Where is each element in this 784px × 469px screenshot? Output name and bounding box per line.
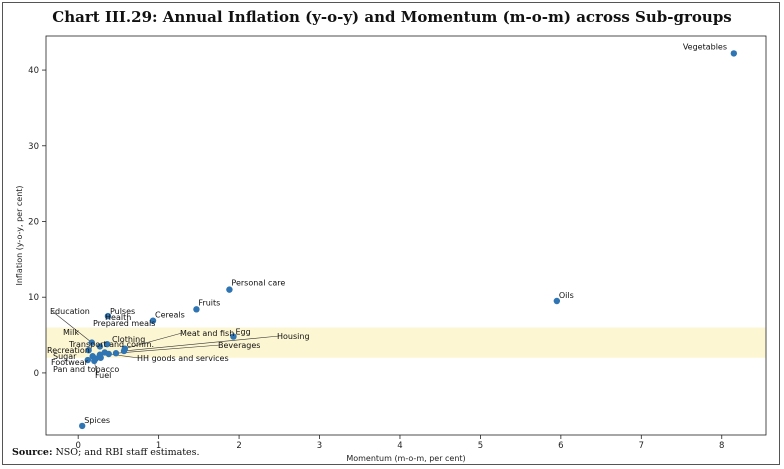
point-label: Milk	[63, 328, 79, 337]
y-tick-label: 40	[28, 66, 39, 76]
data-point	[84, 356, 92, 364]
point-label: Education	[50, 307, 90, 316]
x-tick-label: 3	[317, 441, 322, 451]
point-label: Meat and fish	[180, 329, 234, 338]
point-label: Recreation	[47, 346, 90, 355]
point-label: Transport and comm.	[68, 340, 154, 349]
target-band	[46, 327, 766, 358]
x-axis-label: Momentum (m-o-m, per cent)	[346, 454, 465, 463]
point-label: Cereals	[155, 311, 185, 320]
x-tick-label: 1	[156, 441, 161, 451]
leader-line	[115, 344, 221, 354]
point-label: Oils	[559, 291, 574, 300]
data-point	[85, 347, 92, 354]
y-tick-label: 30	[28, 142, 39, 152]
x-tick-label: 4	[397, 441, 402, 451]
leader-line	[124, 332, 183, 349]
point-label: Footwear	[51, 358, 89, 367]
point-label: HH goods and services	[137, 354, 229, 363]
point-label: Health	[105, 313, 131, 322]
point-label: Sugar	[53, 352, 77, 361]
x-tick-label: 8	[719, 441, 724, 451]
data-point	[553, 297, 561, 305]
x-tick-label: 6	[558, 441, 563, 451]
data-point	[88, 339, 96, 346]
point-label: Clothing	[112, 335, 145, 344]
source-note: Source: NSO; and RBI staff estimates.	[12, 447, 200, 458]
data-point	[120, 347, 128, 355]
leader-line	[51, 310, 93, 343]
point-label: Personal care	[231, 279, 285, 288]
point-label: Beverages	[218, 341, 260, 350]
point-label: Housing	[277, 332, 310, 341]
point-label: Egg	[235, 328, 250, 337]
y-axis-label: Inflation (y-o-y, per cent)	[15, 185, 24, 285]
data-point	[96, 343, 104, 350]
data-point	[103, 340, 111, 348]
y-tick-label: 0	[34, 369, 39, 379]
point-label: Pan and tobacco	[53, 365, 119, 374]
data-point	[230, 333, 237, 340]
y-tick-label: 20	[28, 217, 39, 227]
data-point	[104, 312, 112, 320]
point-label: Fruits	[198, 298, 220, 307]
y-tick-label: 10	[28, 293, 39, 303]
point-label: Fuel	[95, 371, 111, 380]
point-label: Prepared meals	[93, 319, 155, 328]
leader-line	[124, 335, 280, 352]
x-tick-label: 7	[639, 441, 644, 451]
data-point	[105, 350, 112, 358]
data-point	[730, 50, 738, 57]
x-tick-label: 5	[478, 441, 483, 451]
plot-area-border	[45, 35, 767, 436]
data-point	[97, 354, 104, 361]
point-label: Vegetables	[683, 42, 727, 51]
chart-frame	[2, 2, 780, 465]
data-point	[226, 286, 233, 293]
data-point	[79, 422, 86, 430]
x-tick-label: 2	[236, 441, 241, 451]
data-point	[193, 306, 200, 313]
source-text: NSO; and RBI staff estimates.	[52, 447, 200, 458]
point-label: Spices	[84, 416, 110, 425]
data-point	[91, 357, 98, 365]
data-point	[149, 317, 157, 324]
point-label: Pulses	[110, 307, 135, 316]
x-tick-label: 0	[75, 441, 80, 451]
source-label: Source:	[12, 447, 53, 458]
chart-title: Chart III.29: Annual Inflation (y-o-y) a…	[52, 8, 732, 26]
data-point	[112, 350, 120, 357]
